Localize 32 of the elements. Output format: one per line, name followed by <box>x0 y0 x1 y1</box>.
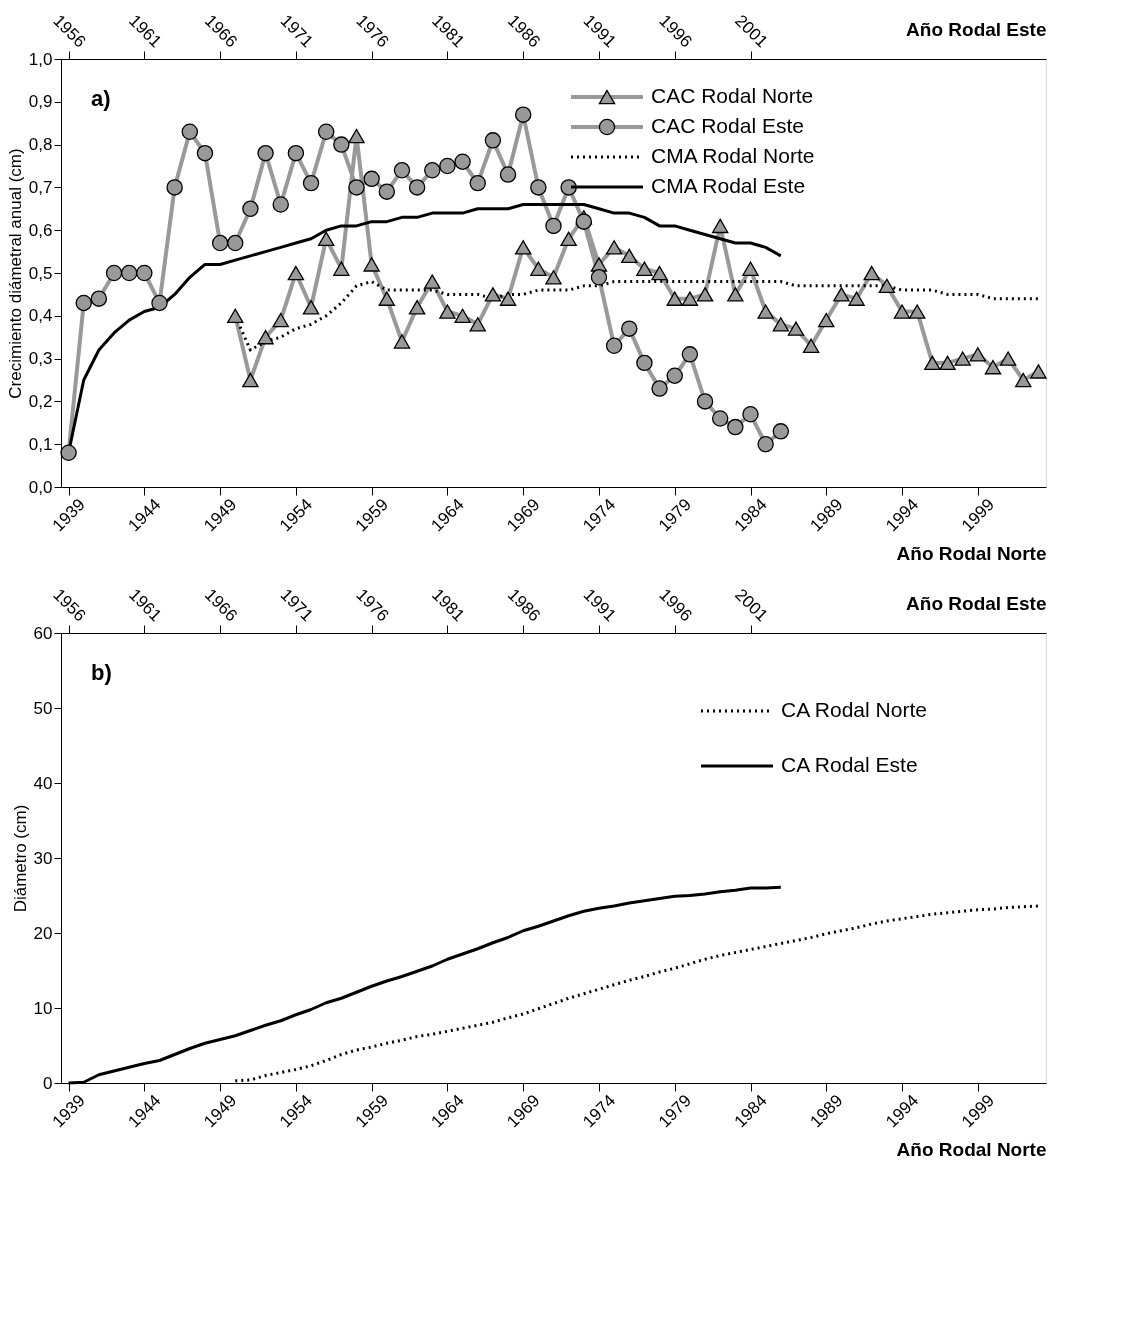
y-tick-label: 0,8 <box>28 135 53 155</box>
y-tick-label: 0,7 <box>28 177 53 197</box>
y-tick-label: 0,0 <box>28 477 53 497</box>
y-tick-label: 0,1 <box>28 434 53 454</box>
y-tick-label: 10 <box>33 998 53 1018</box>
y-tick-label: 0,4 <box>28 306 53 326</box>
annotation: b) <box>91 660 112 685</box>
y-tick-label: 0,9 <box>28 92 53 112</box>
y-axis-title: Diámetro (cm) <box>10 804 30 913</box>
y-tick-label: 0,2 <box>28 391 53 411</box>
legend-label: CMA Rodal Este <box>651 174 806 197</box>
x-axis-title: Año Rodal Norte <box>896 542 1047 564</box>
y-tick-label: 20 <box>33 923 53 943</box>
y-tick-label: 60 <box>33 623 53 643</box>
y-tick-label: 40 <box>33 773 53 793</box>
y-tick-label: 0 <box>43 1073 53 1093</box>
annotation: a) <box>91 86 111 111</box>
y-tick-label: 50 <box>33 698 53 718</box>
x2-axis-title: Año Rodal Este <box>906 18 1047 40</box>
y-tick-label: 0,3 <box>28 349 53 369</box>
x-axis-title: Año Rodal Norte <box>896 1138 1047 1160</box>
legend-label: CA Rodal Este <box>781 753 918 776</box>
y-axis-title: Crecimiento diámetral anual (cm) <box>5 148 25 399</box>
x2-axis-title: Año Rodal Este <box>906 592 1047 614</box>
y-tick-label: 30 <box>33 848 53 868</box>
y-tick-label: 0,6 <box>28 220 53 240</box>
y-tick-label: 1,0 <box>28 49 53 69</box>
legend-label: CAC Rodal Norte <box>651 84 814 107</box>
legend-label: CMA Rodal Norte <box>651 144 815 167</box>
y-tick-label: 0,5 <box>28 263 53 283</box>
legend-label: CA Rodal Norte <box>781 698 927 721</box>
legend-label: CAC Rodal Este <box>651 114 804 137</box>
